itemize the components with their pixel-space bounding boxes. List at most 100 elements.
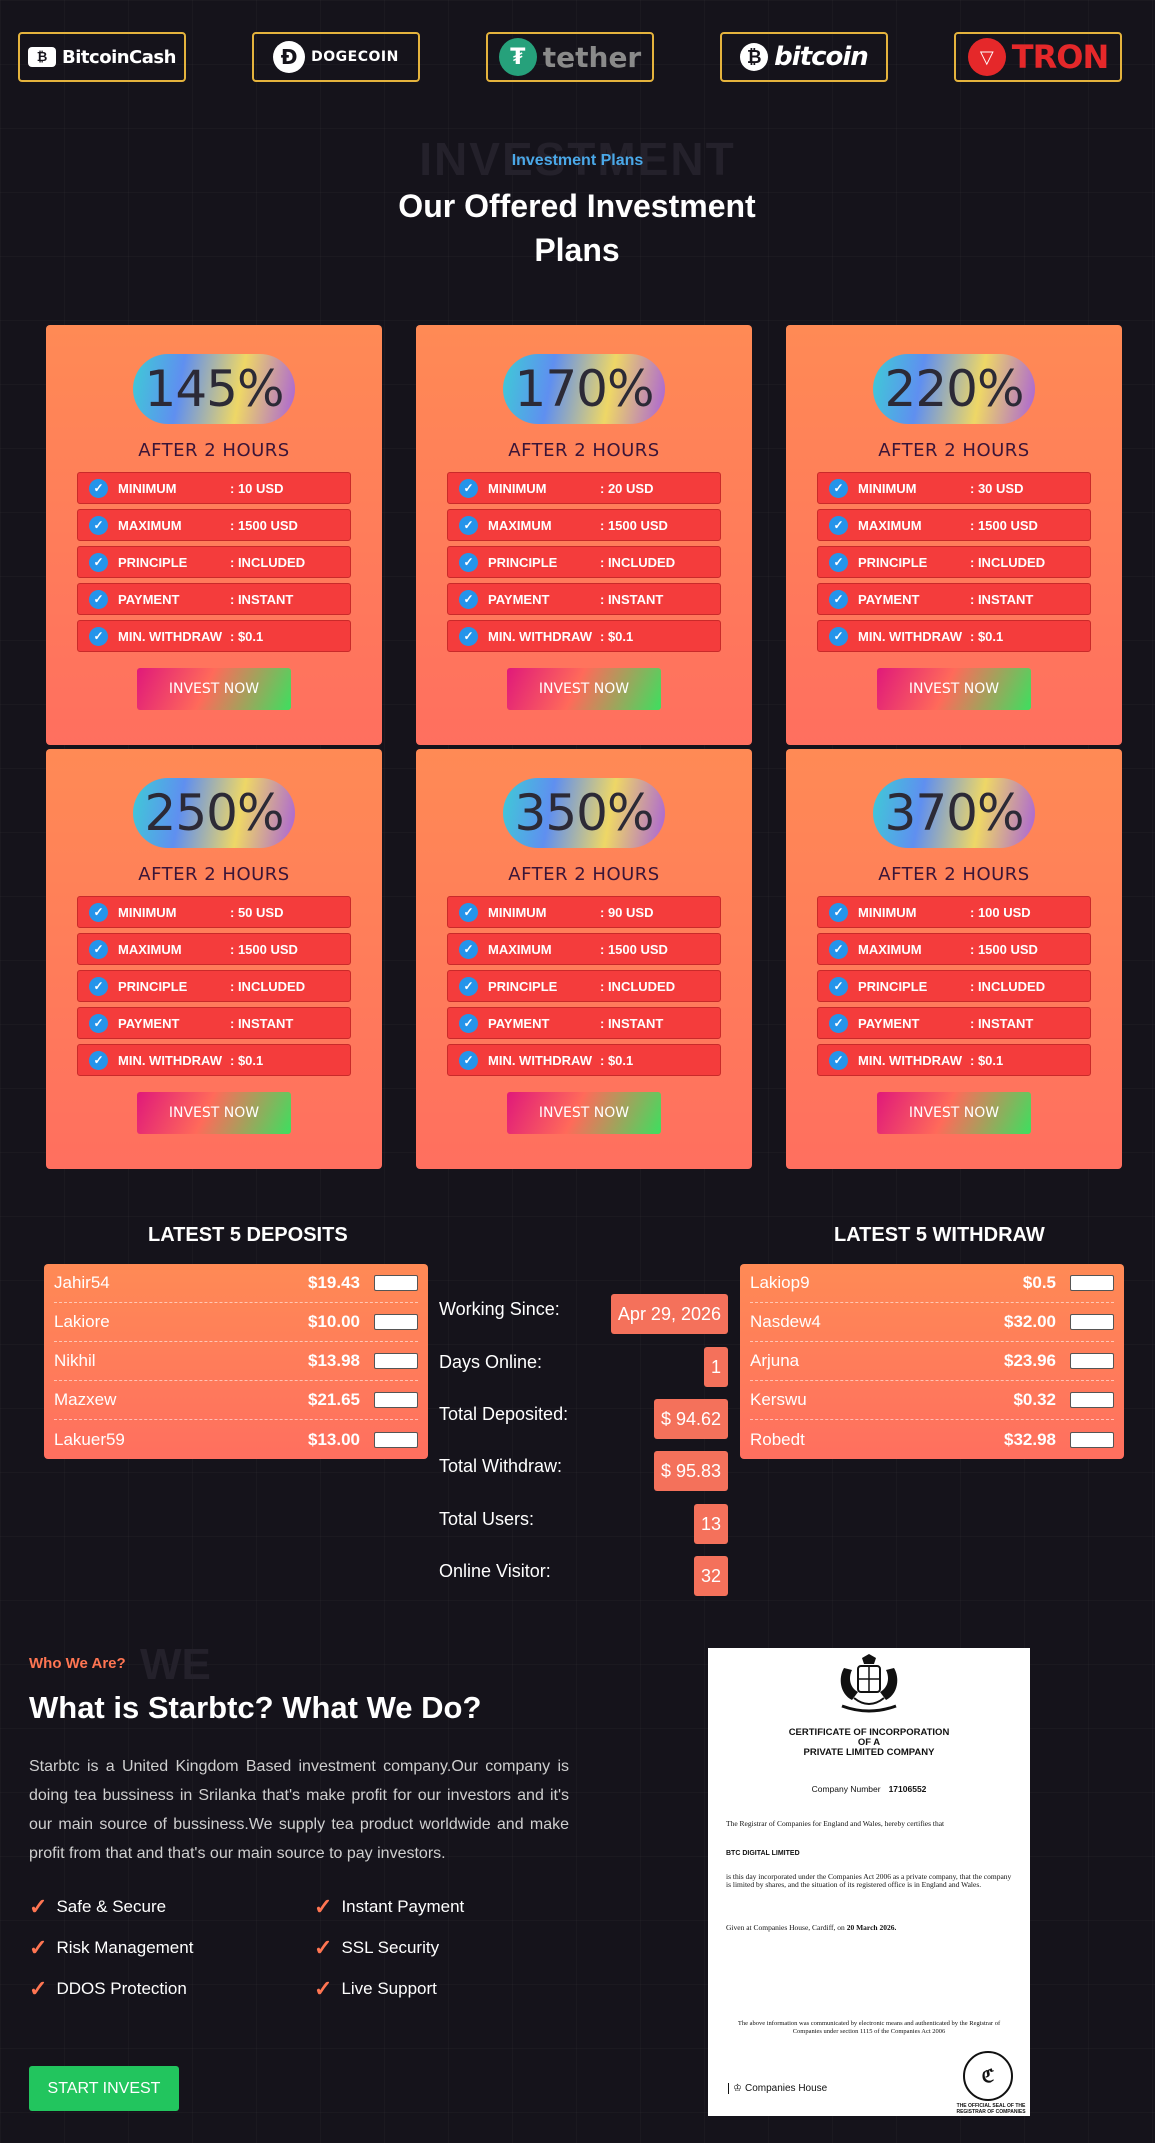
- plan-row-value: : 90 USD: [600, 904, 654, 920]
- plan-row-label: MAXIMUM: [858, 941, 922, 957]
- check-icon: ✓: [314, 1976, 333, 2001]
- latest-amount: $19.43: [308, 1273, 360, 1292]
- latest-row: Robedt $32.98 T ▽: [750, 1420, 1114, 1459]
- plan-row-label: PRINCIPLE: [858, 978, 928, 994]
- incorporation-certificate: CERTIFICATE OF INCORPORATION OF A PRIVAT…: [708, 1648, 1030, 2116]
- plans-grid: 145% AFTER 2 HOURS ✓ MINIMUM : 10 USD ✓ …: [46, 325, 1122, 1169]
- stat-label-total-deposited: Total Deposited:: [439, 1404, 569, 1424]
- plan-rate: 145%: [133, 354, 295, 424]
- plan-row-label: MIN. WITHDRAW: [118, 628, 222, 644]
- certificate-title: CERTIFICATE OF INCORPORATION OF A PRIVAT…: [708, 1728, 1030, 1758]
- stat-label-total-withdraw: Total Withdraw:: [439, 1456, 563, 1476]
- plan-duration: AFTER 2 HOURS: [878, 864, 1030, 885]
- latest-amount: $13.00: [308, 1429, 360, 1449]
- plan-duration: AFTER 2 HOURS: [508, 864, 660, 885]
- plan-row-payment: ✓ PAYMENT : INSTANT: [817, 583, 1091, 615]
- check-circle-icon: ✓: [829, 552, 848, 572]
- invest-now-button[interactable]: INVEST NOW: [877, 668, 1031, 710]
- check-circle-icon: ✓: [459, 1050, 478, 1070]
- plan-row-payment: ✓ PAYMENT : INSTANT: [817, 1007, 1091, 1039]
- certificate-company-name: BTC DIGITAL LIMITED: [726, 1850, 800, 1857]
- plan-row-value: : INCLUDED: [970, 554, 1046, 570]
- crypto-logo-strip: ₿ BitcoinCash Ð DOGECOIN ₮ tether ₿ bitc…: [18, 32, 1122, 82]
- plan-rate: 350%: [503, 778, 665, 848]
- check-circle-icon: ✓: [829, 515, 848, 535]
- tether-tron-icon: T ▽: [374, 1275, 418, 1291]
- invest-now-button[interactable]: INVEST NOW: [137, 668, 291, 710]
- stat-value-total-deposited: $ 94.62: [653, 1399, 728, 1439]
- plan-row-value: : $0.1: [600, 628, 634, 644]
- plan-row-payment: ✓ PAYMENT : INSTANT: [77, 1007, 351, 1039]
- plan-row-value: : INCLUDED: [600, 554, 676, 570]
- plan-row-value: : INCLUDED: [600, 978, 676, 994]
- plan-row-value: : 50 USD: [230, 904, 284, 920]
- latest-user: Lakiop9: [750, 1273, 810, 1292]
- certificate-title-line: CERTIFICATE OF INCORPORATION: [788, 1727, 950, 1738]
- plan-row-value: : 1500 USD: [230, 941, 298, 957]
- certificate-title-line: OF A: [857, 1737, 881, 1748]
- plan-row-value: : 1500 USD: [970, 517, 1038, 533]
- check-circle-icon: ✓: [89, 939, 108, 959]
- latest-amount: $10.00: [308, 1312, 360, 1331]
- companies-house-label: Companies House: [744, 2083, 828, 2094]
- plan-row-value: : 1500 USD: [600, 941, 668, 957]
- invest-now-button[interactable]: INVEST NOW: [877, 1092, 1031, 1134]
- latest-user: Arjuna: [750, 1351, 800, 1370]
- latest-user: Robedt: [750, 1429, 805, 1449]
- bitcoin-icon: ₿: [374, 1392, 418, 1408]
- feature-label: Live Support: [341, 1979, 437, 1998]
- royal-crest-icon: [840, 1654, 898, 1713]
- check-circle-icon: ✓: [459, 626, 478, 646]
- invest-now-button[interactable]: INVEST NOW: [507, 668, 661, 710]
- plan-row-minimum: ✓ MINIMUM : 30 USD: [817, 472, 1091, 504]
- feature-label: Instant Payment: [341, 1897, 465, 1916]
- tether-logo[interactable]: ₮ tether: [486, 32, 654, 82]
- tron-logo[interactable]: ▽ TRON: [954, 32, 1122, 82]
- feature-item: ✓ Risk Management: [29, 1935, 314, 1960]
- bitcoin-icon: ₿: [740, 43, 769, 71]
- plan-row-label: PAYMENT: [118, 1015, 180, 1031]
- start-invest-button[interactable]: START INVEST: [29, 2066, 179, 2111]
- coin-label: bitcoin: [774, 42, 869, 72]
- certificate-given: Given at Companies House, Cardiff, on 20…: [726, 1924, 1016, 1932]
- feature-list: ✓ Safe & Secure ✓ Instant Payment ✓ Risk Ma…: [29, 1894, 489, 2001]
- plan-row-label: MAXIMUM: [858, 517, 922, 533]
- invest-now-button[interactable]: INVEST NOW: [507, 1092, 661, 1134]
- plan-row-value: : 10 USD: [230, 480, 284, 496]
- plan-row-value: : INSTANT: [600, 1015, 664, 1031]
- tether-tron-icon: T ▽: [374, 1431, 418, 1448]
- crown-icon: ♔: [733, 2083, 742, 2094]
- tron-icon: ▽ TRON: [374, 1353, 418, 1369]
- check-icon: ✓: [29, 1894, 48, 1919]
- tether-tron-icon: T ▽: [1070, 1392, 1114, 1408]
- plan-row-label: MINIMUM: [488, 904, 547, 920]
- plan-row-principle: ✓ PRINCIPLE : INCLUDED: [447, 970, 721, 1002]
- certificate-footer: The above information was communicated b…: [737, 2020, 1001, 2035]
- check-circle-icon: ✓: [459, 902, 478, 922]
- stat-value-days-online: 1: [703, 1347, 728, 1387]
- bitcoin-logo[interactable]: ₿ bitcoin: [720, 32, 888, 82]
- bitcoin-cash-logo[interactable]: ₿ BitcoinCash: [18, 32, 186, 82]
- coin-label: tether: [542, 40, 642, 74]
- check-circle-icon: ✓: [89, 1013, 108, 1033]
- plan-row-maximum: ✓ MAXIMUM : 1500 USD: [447, 933, 721, 965]
- section-eyebrow: Investment Plans: [511, 152, 644, 169]
- bitcoin-cash-icon: ₿: [28, 47, 57, 67]
- certificate-body: is this day incorporated under the Compa…: [726, 1872, 1012, 1889]
- dogecoin-logo[interactable]: Ð DOGECOIN: [252, 32, 420, 82]
- latest-amount: $23.96: [1004, 1351, 1056, 1370]
- plan-row-value: : INSTANT: [230, 591, 294, 607]
- check-circle-icon: ✓: [89, 626, 108, 646]
- feature-label: SSL Security: [341, 1938, 440, 1957]
- plan-row-label: MIN. WITHDRAW: [488, 628, 592, 644]
- invest-now-button[interactable]: INVEST NOW: [137, 1092, 291, 1134]
- feature-label: Risk Management: [56, 1938, 194, 1957]
- plan-row-label: PRINCIPLE: [118, 554, 188, 570]
- check-icon: ✓: [29, 1935, 48, 1960]
- coin-label: DOGECOIN: [311, 49, 399, 65]
- plan-row-principle: ✓ PRINCIPLE : INCLUDED: [817, 970, 1091, 1002]
- about-paragraph: Starbtc is a United Kingdom Based invest…: [29, 1758, 569, 1862]
- check-circle-icon: ✓: [89, 515, 108, 535]
- stat-label-days-online: Days Online:: [439, 1352, 543, 1372]
- plan-row-value: : $0.1: [970, 1052, 1004, 1068]
